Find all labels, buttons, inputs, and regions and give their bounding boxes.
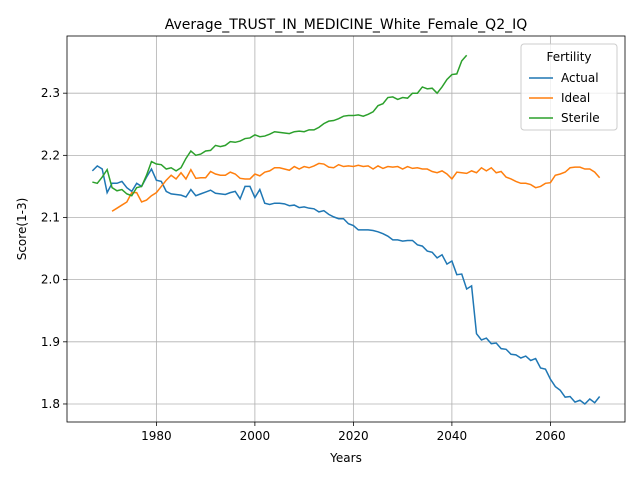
y-axis-label: Score(1-3) <box>15 198 29 261</box>
x-tick-label: 2060 <box>535 429 566 443</box>
y-tick-label: 2.0 <box>41 273 60 287</box>
y-tick-label: 2.2 <box>41 148 60 162</box>
x-tick-label: 2020 <box>338 429 369 443</box>
x-tick-label: 2000 <box>240 429 271 443</box>
x-axis-label: Years <box>329 451 362 465</box>
legend-label: Ideal <box>561 91 590 105</box>
y-tick-label: 2.3 <box>41 86 60 100</box>
legend-box <box>520 43 618 131</box>
line <box>111 162 601 212</box>
x-tick-label: 1980 <box>141 429 172 443</box>
legend-label: Sterile <box>561 111 600 125</box>
x-tick-label: 2040 <box>437 429 468 443</box>
line <box>91 164 601 405</box>
plot-frame <box>66 35 626 423</box>
legend-label: Actual <box>561 71 599 85</box>
chart-title: Average_TRUST_IN_MEDICINE_White_Female_Q… <box>165 17 528 33</box>
y-tick-label: 1.8 <box>41 397 60 411</box>
legend-title: Fertility <box>546 50 591 64</box>
line <box>92 54 468 197</box>
y-tick-label: 2.1 <box>41 211 60 225</box>
y-tick-label: 1.9 <box>41 335 60 349</box>
